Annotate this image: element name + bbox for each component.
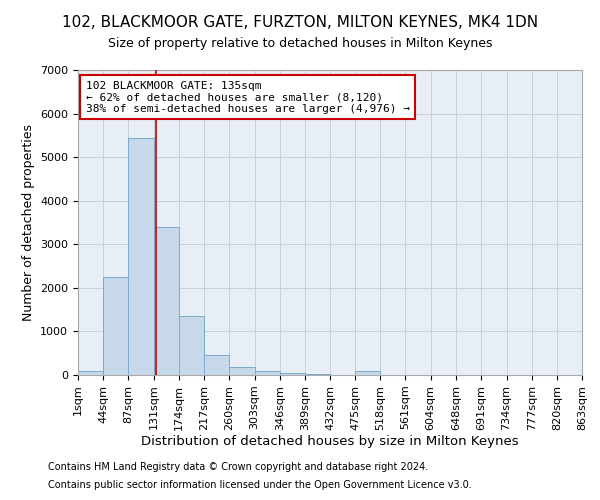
Text: 102, BLACKMOOR GATE, FURZTON, MILTON KEYNES, MK4 1DN: 102, BLACKMOOR GATE, FURZTON, MILTON KEY…	[62, 15, 538, 30]
Bar	[179, 316, 204, 375]
Bar	[154, 227, 179, 375]
Y-axis label: Number of detached properties: Number of detached properties	[22, 124, 35, 321]
Bar	[204, 356, 229, 375]
Bar	[229, 368, 254, 375]
Text: 102 BLACKMOOR GATE: 135sqm
← 62% of detached houses are smaller (8,120)
38% of s: 102 BLACKMOOR GATE: 135sqm ← 62% of deta…	[86, 80, 410, 114]
Text: Contains HM Land Registry data © Crown copyright and database right 2024.: Contains HM Land Registry data © Crown c…	[48, 462, 428, 472]
X-axis label: Distribution of detached houses by size in Milton Keynes: Distribution of detached houses by size …	[141, 436, 519, 448]
Bar	[254, 370, 280, 375]
Bar	[280, 373, 305, 375]
Bar	[103, 277, 128, 375]
Bar	[78, 370, 103, 375]
Text: Contains public sector information licensed under the Open Government Licence v3: Contains public sector information licen…	[48, 480, 472, 490]
Bar	[128, 138, 154, 375]
Text: Size of property relative to detached houses in Milton Keynes: Size of property relative to detached ho…	[108, 38, 492, 51]
Bar	[305, 374, 330, 375]
Bar	[355, 370, 380, 375]
